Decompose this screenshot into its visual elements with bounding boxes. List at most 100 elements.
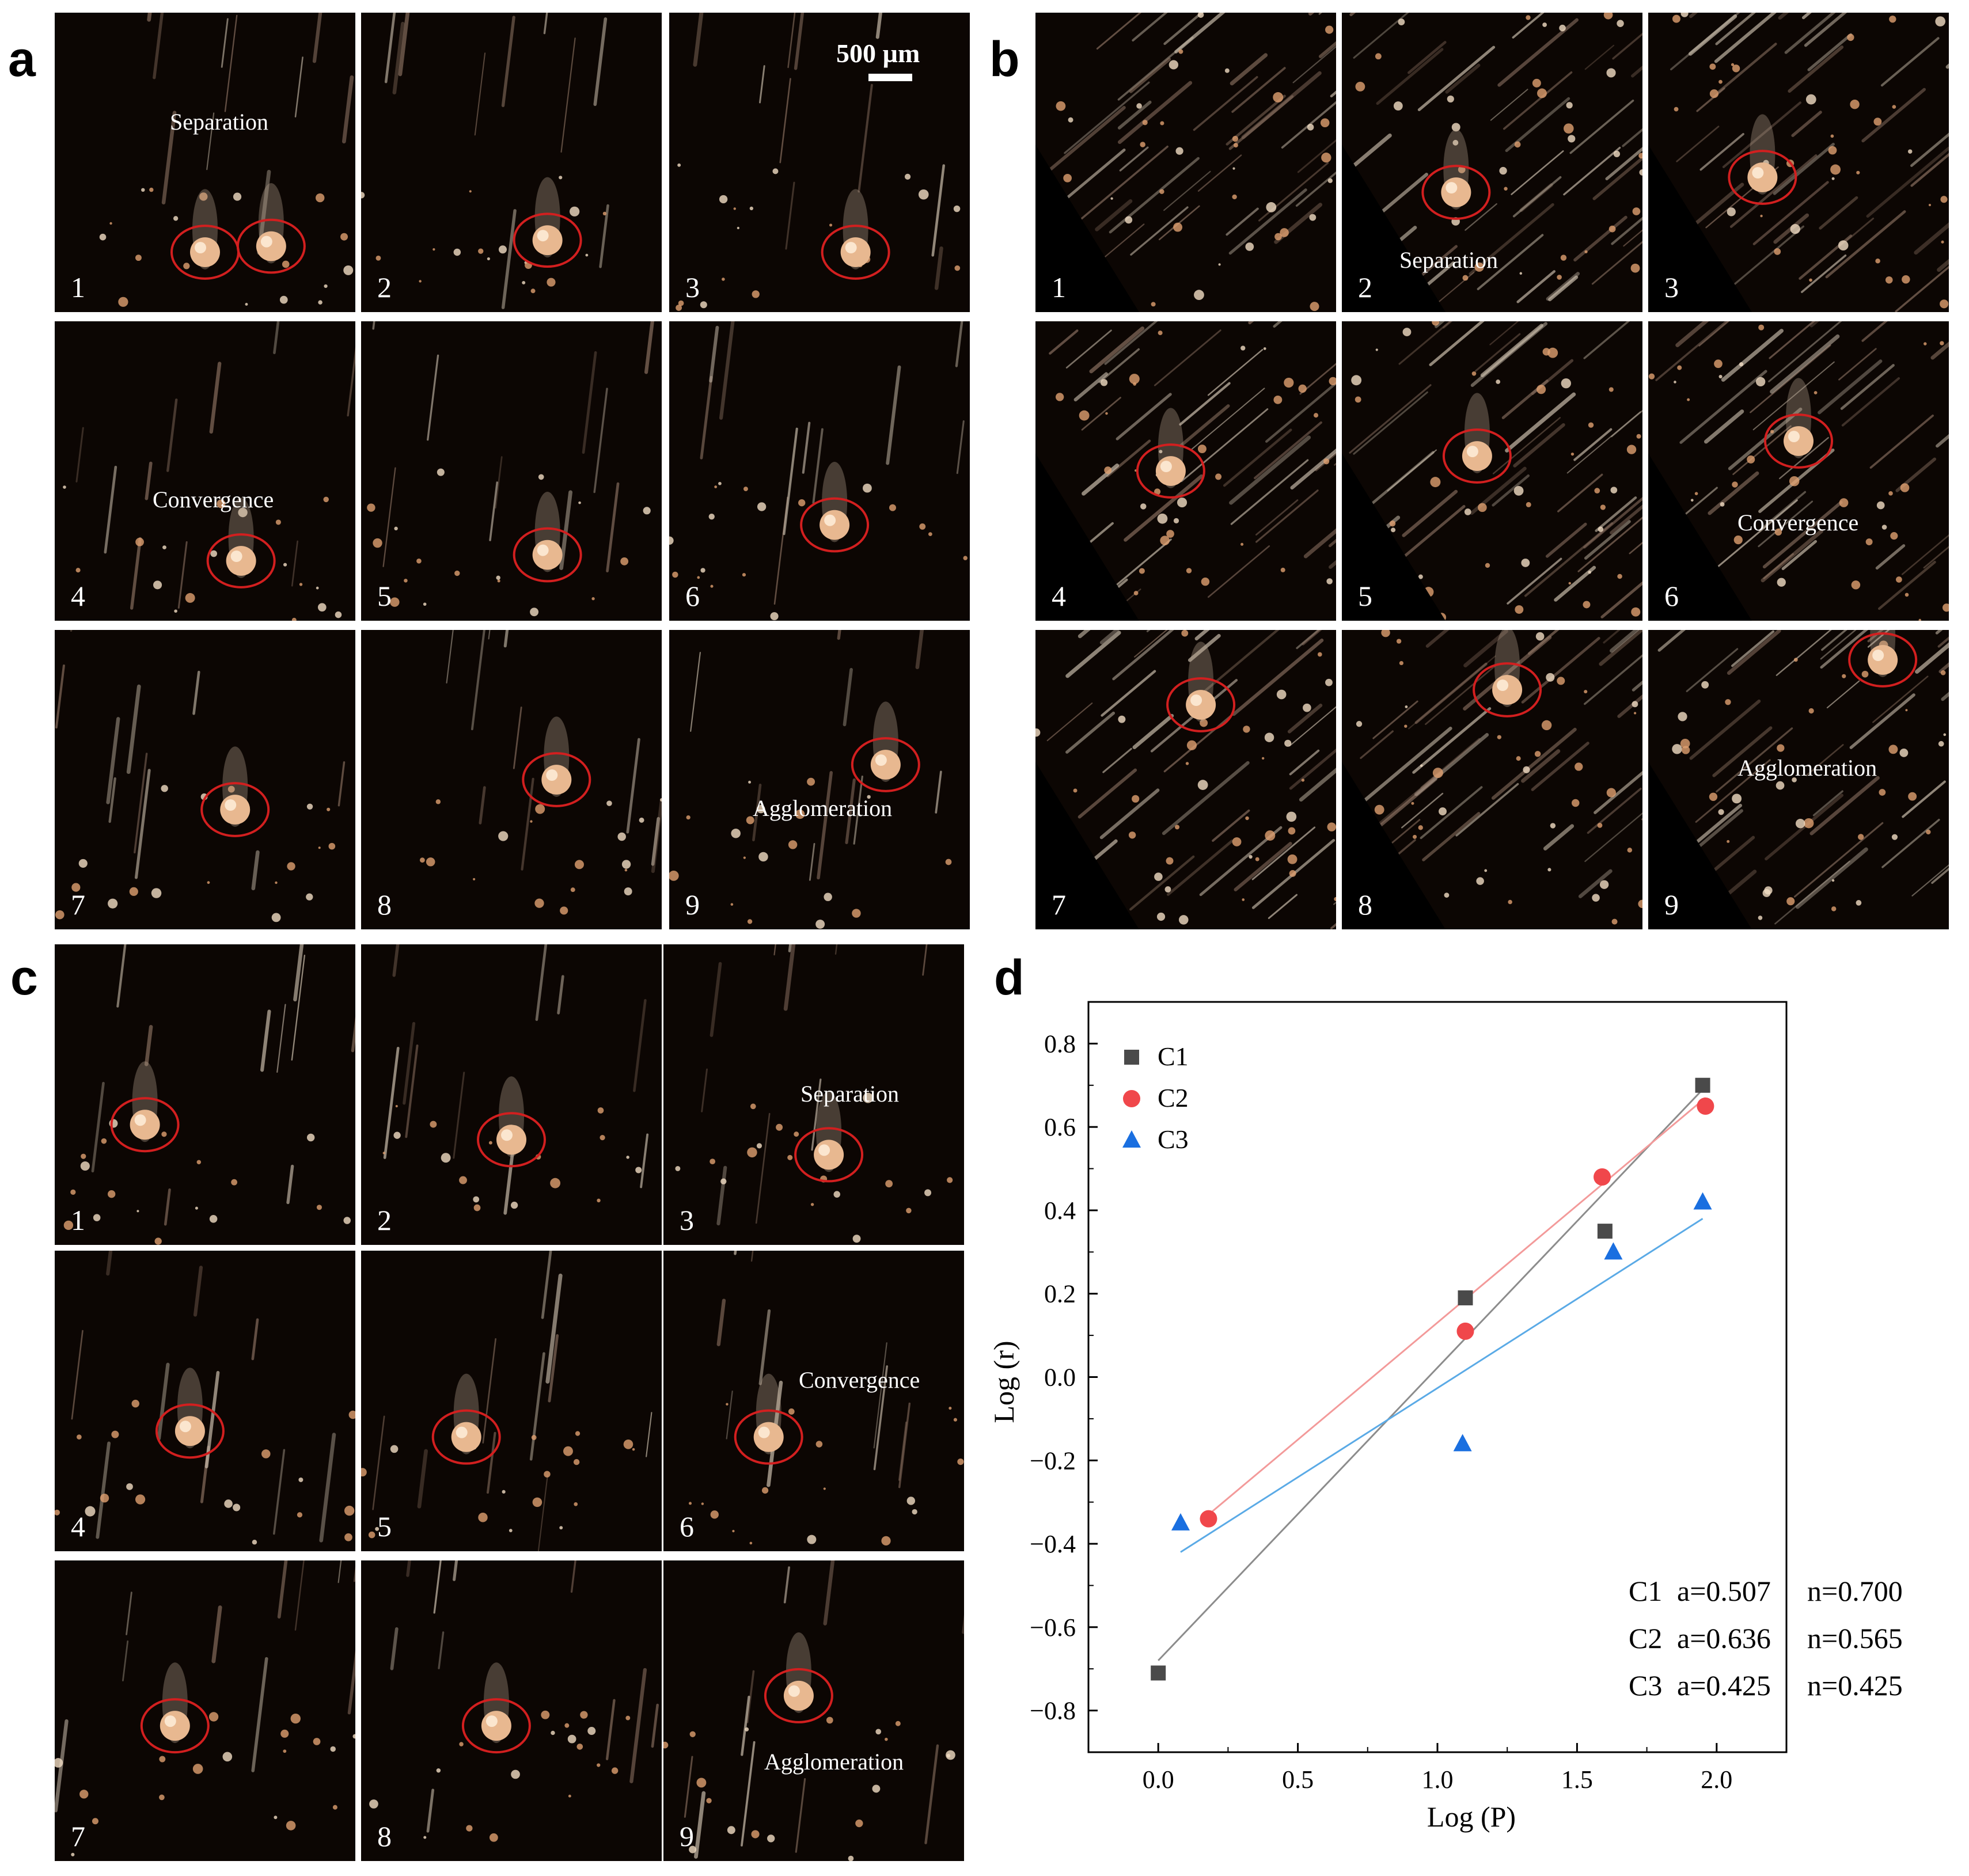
frame-number: 5 [377, 1510, 392, 1543]
panel-b-frame-6: 6 Convergence [1648, 321, 1949, 621]
panel-a-frame-8: 8 [361, 630, 662, 929]
micrograph-image [63, 321, 355, 621]
fit-line-c1 [1158, 1088, 1704, 1661]
micrograph-image [676, 13, 961, 311]
frame-number: 7 [1052, 888, 1066, 921]
micrograph-image [361, 1251, 652, 1551]
panel-b-frame-3: 3 [1648, 13, 1949, 312]
fit-parameter-annotations: C1 a=0.507 n=0.700 C2 a=0.636 n=0.565 C3 a=0.42… [1629, 1575, 1903, 1702]
micrograph-image [419, 630, 662, 915]
point-c1 [1695, 1077, 1710, 1093]
annotation-a: a=0.636 [1677, 1622, 1771, 1654]
panel-c-frame-1: 1 [55, 944, 355, 1245]
point-c3 [1453, 1434, 1472, 1452]
frame-number: 9 [1664, 888, 1679, 921]
panel-a-frame-3: 3 [669, 13, 970, 312]
panel-c-frame-9: 9 Agglomeration [663, 1560, 964, 1861]
panel-letter-a: a [8, 32, 36, 87]
micrograph-image [688, 1251, 964, 1545]
micrograph-image [361, 13, 609, 309]
frame-number: 2 [377, 1204, 392, 1236]
scale-bar [868, 74, 912, 81]
point-c2 [1594, 1168, 1611, 1186]
x-tick-label: 0.0 [1143, 1765, 1174, 1794]
point-c1 [1597, 1224, 1613, 1239]
frame-stage-label: Agglomeration [1737, 755, 1877, 781]
panel-letter-c: c [10, 950, 38, 1005]
panel-a-frame-5: 5 [361, 321, 662, 621]
frame-number: 8 [1358, 888, 1372, 921]
panel-c-frame-5: 5 [361, 1251, 662, 1551]
legend-marker-c3 [1122, 1130, 1141, 1148]
point-c1 [1458, 1290, 1473, 1305]
fit-line-c3 [1180, 1218, 1704, 1553]
panel-a-frame-2: 2 [361, 13, 662, 312]
annotation-n: n=0.700 [1807, 1575, 1903, 1607]
annotation-a: a=0.425 [1677, 1669, 1771, 1702]
frame-stage-label: Separation [1399, 247, 1498, 273]
y-tick-label: −0.8 [1030, 1697, 1076, 1725]
panel-a-frame-6: 6 [669, 321, 970, 621]
frame-stage-label: Separation [170, 109, 269, 135]
panel-b-frame-8: 8 [1342, 630, 1642, 929]
x-tick-label: 0.5 [1282, 1765, 1314, 1794]
micrograph-image [669, 630, 952, 929]
panel-a-frame-4: 4 Convergence [55, 321, 355, 621]
frame-number: 7 [71, 1820, 85, 1852]
micrograph-image [1035, 630, 1336, 929]
frame-stage-label: Agglomeration [764, 1749, 904, 1775]
panel-b-frame-5: 5 [1342, 321, 1642, 621]
frame-number: 4 [71, 580, 85, 612]
panel-b-frame-7: 7 [1035, 630, 1336, 929]
y-tick-label: −0.4 [1030, 1530, 1076, 1558]
point-c3 [1604, 1242, 1623, 1260]
frame-number: 1 [71, 271, 85, 303]
annotation-series: C2 [1629, 1622, 1662, 1654]
micrograph-image [1342, 13, 1642, 312]
frame-number: 5 [377, 580, 392, 612]
point-c3 [1693, 1192, 1712, 1210]
frame-stage-label: Agglomeration [753, 795, 893, 821]
legend: C1 C2 C3 [1122, 1042, 1189, 1154]
annotation-series: C1 [1629, 1575, 1662, 1607]
frame-number: 6 [1664, 580, 1679, 612]
log-log-scatter-chart: 0.0 0.5 1.0 1.5 2.0 0.8 0.6 0.4 0.2 0.0 −0.2 −0.4 −0… [988, 1001, 1903, 1833]
annotation-n: n=0.425 [1807, 1669, 1903, 1702]
frame-number: 7 [71, 888, 85, 921]
x-tick-label: 1.5 [1561, 1765, 1593, 1794]
micrograph-image [99, 13, 354, 307]
micrograph-image [663, 1560, 964, 1861]
panel-a-frame-9: 9 Agglomeration [669, 630, 970, 929]
panel-c-frame-4: 4 [55, 1251, 355, 1551]
fit-lines [1158, 1088, 1706, 1661]
fit-line-c2 [1208, 1097, 1706, 1516]
panel-b-frame-4: 4 [1035, 321, 1336, 621]
frame-stage-label: Separation [801, 1081, 900, 1107]
y-tick-label: −0.2 [1030, 1446, 1076, 1475]
frame-number: 9 [680, 1820, 694, 1852]
panel-b-frame-9: 9 Agglomeration [1648, 630, 1949, 929]
frame-number: 1 [1052, 271, 1066, 303]
micrograph-image [669, 321, 968, 621]
axis-ticks: 0.0 0.5 1.0 1.5 2.0 0.8 0.6 0.4 0.2 0.0 −0.2 −0.4 −0… [1030, 1030, 1732, 1794]
panel-c-frame-8: 8 [361, 1560, 662, 1861]
micrograph-image [675, 944, 953, 1243]
legend-label-c1: C1 [1158, 1042, 1189, 1071]
scale-bar-label: 500 µm [836, 39, 920, 68]
y-tick-label: 0.4 [1044, 1197, 1076, 1225]
frame-number: 4 [71, 1510, 85, 1543]
frame-number: 2 [377, 271, 392, 303]
micrograph-image [382, 944, 649, 1215]
y-tick-label: 0.2 [1044, 1280, 1076, 1308]
panel-b-frame-2: 2 Separation [1342, 13, 1642, 312]
micrograph-image [367, 321, 654, 617]
legend-label-c3: C3 [1158, 1125, 1189, 1154]
data-points [1151, 1077, 1714, 1681]
x-tick-label: 2.0 [1701, 1765, 1732, 1794]
panel-letter-b: b [989, 32, 1020, 87]
point-c2 [1456, 1322, 1474, 1340]
frame-number: 4 [1052, 580, 1066, 612]
micrograph-image [1342, 630, 1642, 929]
panel-c-frame-7: 7 [55, 1560, 355, 1861]
micrograph-image [55, 1560, 355, 1856]
